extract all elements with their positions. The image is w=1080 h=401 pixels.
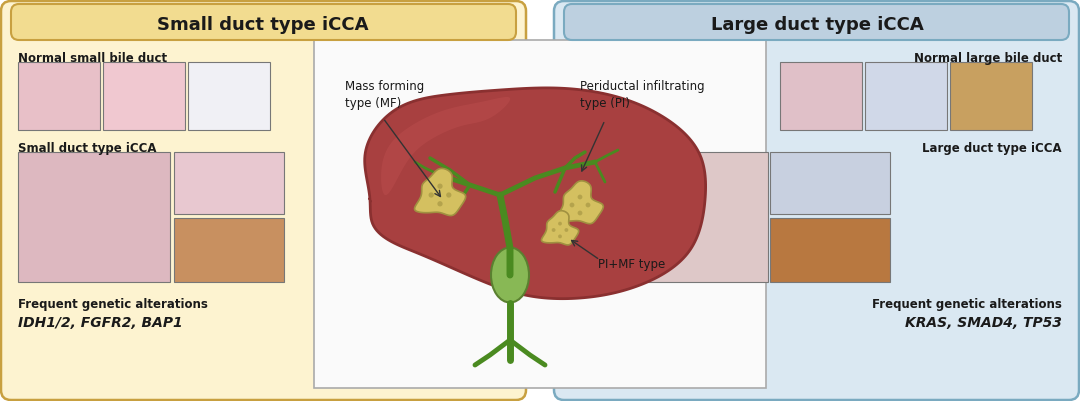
Text: KRAS, SMAD4, TP53: KRAS, SMAD4, TP53 <box>905 316 1062 330</box>
Circle shape <box>429 192 434 198</box>
Text: Small duct type iCCA: Small duct type iCCA <box>18 142 157 155</box>
Circle shape <box>578 211 582 215</box>
Bar <box>18 62 100 130</box>
Circle shape <box>569 203 575 207</box>
Circle shape <box>558 235 562 238</box>
Text: Frequent genetic alterations: Frequent genetic alterations <box>873 298 1062 311</box>
FancyBboxPatch shape <box>554 1 1079 400</box>
Text: Normal large bile duct: Normal large bile duct <box>914 52 1062 65</box>
Circle shape <box>578 194 582 199</box>
Bar <box>174 218 284 282</box>
Circle shape <box>565 228 568 232</box>
Text: Mass forming
type (MF): Mass forming type (MF) <box>345 80 424 110</box>
Circle shape <box>437 184 443 189</box>
Text: IDH1/2, FGFR2, BAP1: IDH1/2, FGFR2, BAP1 <box>18 316 183 330</box>
Bar <box>103 62 185 130</box>
Text: Frequent genetic alterations: Frequent genetic alterations <box>18 298 207 311</box>
Text: PI+MF type: PI+MF type <box>598 258 665 271</box>
Polygon shape <box>557 181 604 224</box>
Text: Large duct type iCCA: Large duct type iCCA <box>922 142 1062 155</box>
Polygon shape <box>381 97 510 195</box>
Bar <box>770 152 890 214</box>
FancyBboxPatch shape <box>1 1 526 400</box>
Polygon shape <box>365 88 705 299</box>
Bar <box>865 62 947 130</box>
Polygon shape <box>541 211 579 245</box>
FancyBboxPatch shape <box>11 4 516 40</box>
Text: Large duct type iCCA: Large duct type iCCA <box>711 16 923 34</box>
FancyBboxPatch shape <box>564 4 1069 40</box>
Text: Periductal infiltrating
type (PI): Periductal infiltrating type (PI) <box>580 80 704 110</box>
Ellipse shape <box>491 247 529 302</box>
Bar <box>566 152 768 282</box>
Bar <box>950 62 1032 130</box>
Polygon shape <box>415 168 465 215</box>
Circle shape <box>437 201 443 207</box>
Bar <box>174 152 284 214</box>
Circle shape <box>558 222 562 225</box>
Circle shape <box>446 192 451 198</box>
Text: Normal small bile duct: Normal small bile duct <box>18 52 167 65</box>
Circle shape <box>585 203 591 207</box>
Bar <box>770 218 890 282</box>
Circle shape <box>552 228 555 232</box>
Text: Small duct type iCCA: Small duct type iCCA <box>158 16 368 34</box>
FancyBboxPatch shape <box>314 40 766 388</box>
Bar <box>188 62 270 130</box>
Bar <box>18 152 170 282</box>
Bar <box>780 62 862 130</box>
